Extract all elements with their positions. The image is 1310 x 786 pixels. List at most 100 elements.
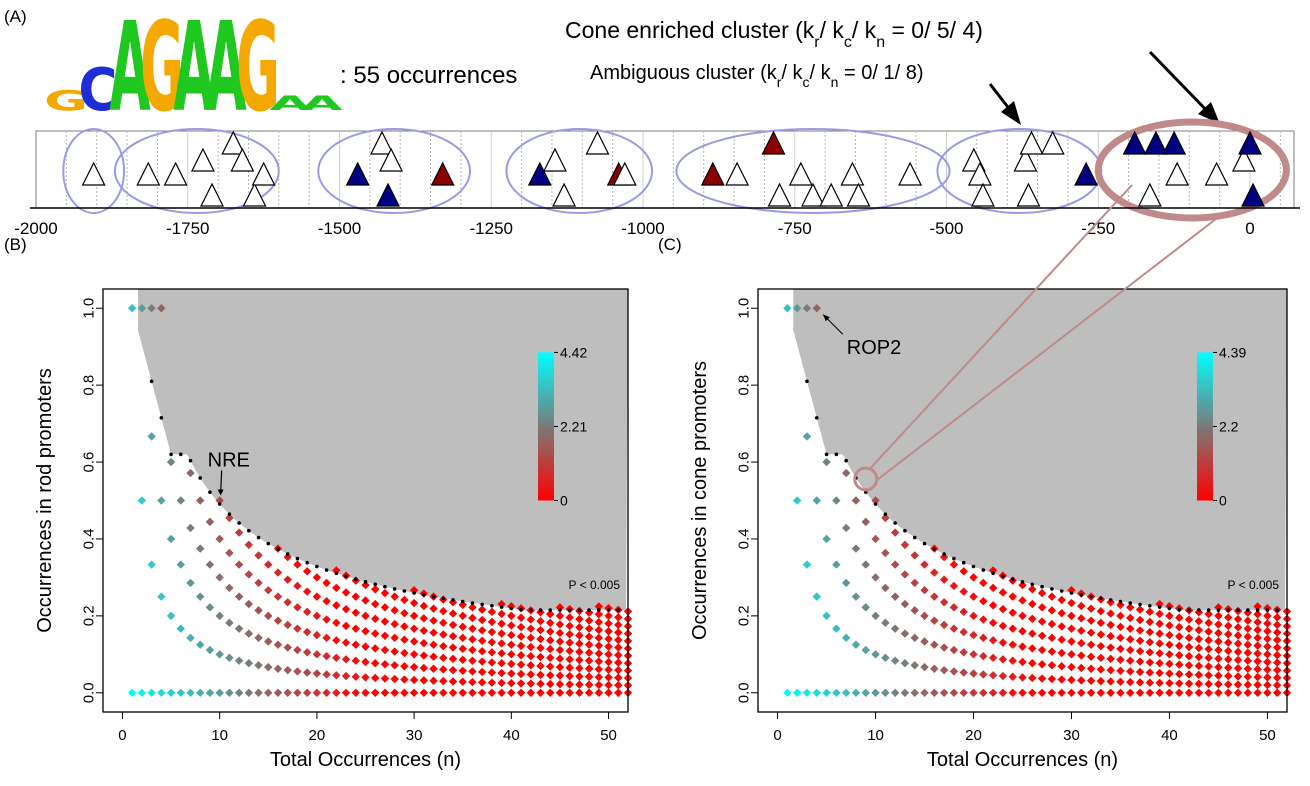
data-diamond [949,603,959,612]
binding-site-triangle [1013,147,1038,172]
data-diamond [1126,613,1135,623]
data-diamond [575,655,584,665]
data-diamond [949,624,959,633]
data-diamond [1204,627,1213,636]
track-tick-label: -1500 [318,219,361,238]
binding-site-triangle [1019,130,1044,155]
binding-site-triangle [898,161,923,186]
data-diamond [998,671,1008,681]
data-diamond [988,566,998,575]
data-diamond [1145,668,1155,677]
data-diamond [351,672,360,681]
data-diamond [186,633,195,643]
cluster-ring [317,128,472,214]
data-diamond [536,670,545,680]
data-diamond [1204,671,1213,680]
data-diamond [1224,688,1233,697]
data-diamond [1253,602,1262,611]
x-tick-label: 0 [773,727,781,744]
data-diamond [205,560,215,569]
data-diamond [1135,636,1145,646]
binding-site-triangle [767,182,792,207]
data-diamond [604,627,613,636]
threshold-point [392,587,397,591]
threshold-point [1108,598,1113,602]
threshold-region [138,289,628,611]
data-diamond [546,653,555,663]
data-diamond [614,620,623,630]
data-diamond [969,611,978,621]
data-diamond [614,628,623,637]
data-diamond [390,633,399,643]
threshold-point [805,379,809,384]
data-diamond [351,688,360,697]
threshold-point [324,568,329,572]
data-diamond [234,688,244,697]
cluster-ring [62,128,126,214]
data-diamond [400,675,409,684]
data-diamond [536,652,545,662]
data-diamond [565,638,574,647]
data-diamond [439,653,448,663]
data-diamond [273,640,283,649]
data-diamond [1214,628,1223,638]
data-diamond [1184,633,1194,643]
track-frame [35,130,1295,209]
data-diamond [1018,596,1027,605]
threshold-point [353,577,358,581]
data-diamond [429,604,438,613]
binding-site-triangle [345,161,370,186]
data-diamond [812,688,821,697]
data-diamond [390,688,399,697]
binding-site-triangle [800,182,825,207]
data-diamond [361,673,370,682]
data-diamond [930,616,939,625]
nre-label: NRE [208,450,250,472]
data-diamond [1233,614,1243,624]
data-diamond [477,615,487,625]
data-diamond [351,592,360,601]
data-diamond [988,688,998,697]
data-diamond [477,688,487,697]
data-diamond [322,615,331,624]
data-diamond [546,671,555,680]
data-diamond [390,647,399,656]
data-diamond [1126,624,1135,633]
data-diamond [1175,622,1184,632]
data-diamond [1155,668,1164,678]
data-diamond [1067,586,1076,595]
data-diamond [1243,680,1253,689]
data-diamond [439,665,448,674]
threshold-point [844,458,848,463]
data-diamond [979,670,988,679]
data-diamond [861,560,870,569]
data-diamond [890,656,900,665]
data-diamond [959,607,968,617]
data-diamond [920,560,929,569]
data-diamond [1214,654,1223,663]
data-diamond [1018,642,1027,651]
data-diamond [959,587,968,596]
data-diamond [594,625,604,635]
data-diamond [594,602,604,611]
data-diamond [555,671,565,680]
colorbar-label: 4.42 [560,344,587,360]
data-diamond [448,665,458,675]
data-diamond [851,592,861,601]
data-diamond [516,688,526,697]
data-diamond [351,624,360,633]
data-diamond [1116,600,1125,610]
threshold-point [499,605,504,609]
data-diamond [341,604,351,614]
data-diamond [1116,611,1125,621]
data-diamond [871,496,880,505]
colorbar-label: 2.21 [560,418,587,434]
data-diamond [949,645,959,655]
data-diamond [614,665,623,675]
threshold-point [509,606,514,611]
data-diamond [371,629,380,638]
threshold-point [587,608,591,612]
data-diamond [137,688,147,697]
data-diamond [215,496,224,505]
data-diamond [409,624,419,633]
